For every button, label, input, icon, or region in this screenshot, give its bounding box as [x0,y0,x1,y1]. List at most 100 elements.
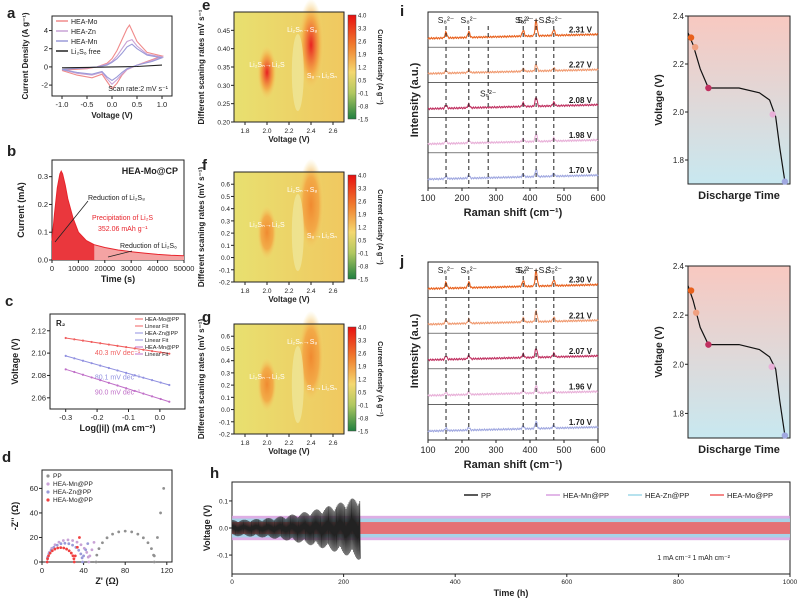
legend-label: Linear Fit [145,338,169,344]
series-label: 1.70 V [569,418,593,427]
x-tick-label: 2.6 [328,128,337,135]
y-axis-label: Intensity (a.u.) [409,62,421,137]
data-point [71,539,75,542]
spectrum-line [427,420,599,433]
panel-g: 1.8 2.0 2.2 2.4 2.6 -0.2 -0.1 0.0 0.1 0.2 0.3 0.4 0.… [197,309,383,456]
y-tick-label: 0.4 [221,358,230,365]
legend-label: HEA-Zn@PP [645,491,689,500]
x-tick-label: -0.3 [59,413,72,422]
chart-title: HEA-Mo@CP [122,166,178,176]
panel-f: 1.8 2.0 2.2 2.4 2.6 -0.2 -0.1 0.0 0.1 0.2 0.3 0.4 0.… [197,157,383,304]
y-tick-label: 0.2 [221,231,230,238]
y-axis-label: Current Density (A g⁻¹) [21,12,30,99]
x-tick-label: 1.8 [240,288,249,295]
x-tick-label: 400 [522,193,537,203]
series-line [51,169,185,257]
panel-h: 0 200 400 600 800 1000 -0.1 0.0 0.1 Time (h) Volta… [202,465,798,598]
y-tick-label: 0.5 [221,346,230,353]
fit-line [65,355,170,386]
peak-label: S₈²⁻ [461,15,478,25]
panel-label: i [400,3,404,20]
peak-label: S₈²⁻ [461,265,478,275]
series-label: 1.96 V [569,383,593,392]
data-point [117,530,121,534]
legend-swatch [46,490,50,494]
series-label: 2.30 V [569,276,593,285]
colorbar-tick-label: -1.5 [358,430,369,436]
heat-bg [234,324,344,434]
fit-line [65,368,170,403]
data-point [141,536,145,540]
data-point [87,560,91,564]
data-point [162,487,166,490]
heat-trough [291,194,304,271]
y-tick-label: 0.6 [221,182,230,189]
panel-label: d [2,449,11,466]
data-point [152,554,156,558]
panel-label: b [7,143,16,160]
panel-a: -1.0 -0.5 0.0 0.5 1.0 -2 0 2 4 Voltage (V) Current… [7,5,173,120]
x-tick-label: 2.2 [284,440,293,447]
x-tick-label: 1.8 [240,440,249,447]
discharge-marker [691,44,699,51]
y-tick-label: 2.0 [673,360,685,369]
colorbar-tick-label: -0.8 [358,417,369,423]
y-axis-label: Voltage (V) [10,338,20,384]
data-point [85,551,89,554]
y-tick-label: 0.3 [221,218,230,225]
colorbar [347,326,357,432]
data-point [56,546,60,550]
annotation: Li₂Sₙ→S₈ [287,187,317,194]
y-axis-label: -Z'' (Ω) [10,502,20,531]
x-tick-label: 1.8 [240,128,249,135]
x-tick-label: 0.0 [155,413,165,422]
data-point [77,548,81,552]
y-axis-label: Different scaning rates (mV s⁻¹) [197,167,206,288]
x-tick-label: 2.6 [328,288,337,295]
spectrum-line [427,347,599,362]
y-tick-label: 0.6 [221,334,230,341]
data-point [88,554,92,558]
colorbar-tick-label: 2.6 [358,352,367,358]
data-point [67,542,71,546]
series-label: 2.31 V [569,25,593,34]
y-tick-label: 60 [30,484,38,493]
annotation: Li₂Sₙ→S₈ [287,339,317,346]
y-axis-label: Voltage (V) [202,505,212,551]
x-tick-label: 0 [40,566,44,575]
x-tick-label: 0 [230,579,234,586]
data-point [79,543,83,547]
peak-label: S₆²⁻+S₄²⁻ [517,265,555,275]
y-tick-label: 0.2 [38,200,48,209]
y-tick-label: 0.1 [221,243,230,250]
data-point [136,532,140,536]
data-point [65,547,68,551]
x-tick-label: -0.2 [91,413,104,422]
data-point [45,560,49,564]
data-point [130,530,134,534]
colorbar-tick-label: 0.5 [358,391,367,397]
x-tick-label: 50000 [174,264,195,273]
panel-c: -0.3 -0.2 -0.1 0.0 2.06 2.08 2.10 2.12 Log(|i|) … [5,293,186,433]
data-point [75,540,79,544]
data-point [80,556,84,560]
y-tick-label: 2.2 [673,60,685,69]
discharge-marker [705,341,712,348]
x-tick-label: 2.6 [328,440,337,447]
panel-label: e [202,0,210,14]
colorbar-tick-label: 2.6 [358,200,367,206]
heat-trough [291,346,304,423]
heat-peak [298,0,324,92]
inner-label: R₂ [56,319,66,328]
legend-swatch [46,474,50,478]
fit-line [65,337,170,355]
y-tick-label: -0.2 [219,280,231,287]
panel-i: 100 200 300 400 500 600 Raman shift (cm⁻¹) Inte… [400,3,791,219]
y-tick-label: 0.3 [38,172,48,181]
y-tick-label: -0.1 [217,553,229,560]
data-point [152,560,156,564]
plot-frame [49,313,186,410]
y-tick-label: 1.8 [673,409,685,418]
legend-label: HEA-Mn@PP [145,345,180,351]
x-tick-label: 500 [556,445,571,455]
